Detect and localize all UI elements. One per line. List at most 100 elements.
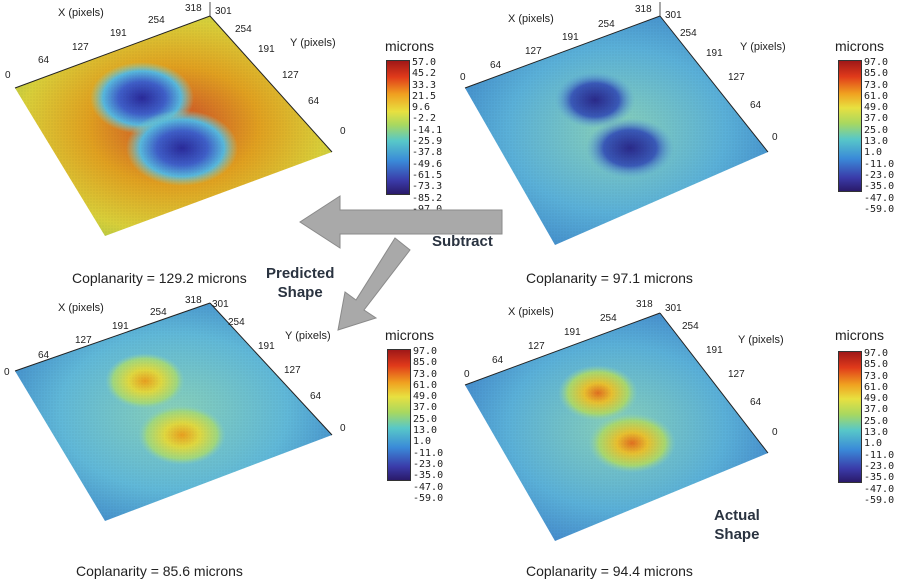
colorbar-ticks: 97.0 85.0 73.0 61.0 49.0 37.0 25.0 13.0 … [413, 346, 443, 504]
y-tick-3: 127 [728, 369, 745, 380]
y-tick-4: 64 [308, 96, 320, 107]
cbar-tick: 37.0 [413, 402, 438, 414]
y-tick-2: 191 [706, 345, 723, 356]
cbar-tick: 73.0 [864, 79, 889, 91]
x-tick-0: 0 [460, 72, 466, 83]
colorbar [838, 60, 862, 192]
x-tick-3: 191 [564, 327, 581, 338]
cbar-tick: 85.0 [413, 357, 438, 369]
panel-bottom-right: 0 64 127 191 254 318 301 254 191 127 64 … [450, 293, 900, 586]
x-tick-2: 127 [528, 341, 545, 352]
x-tick-2: 127 [72, 42, 89, 53]
cbar-tick: 25.0 [413, 413, 438, 425]
cbar-tick: -35.0 [413, 470, 444, 482]
x-tick-5: 318 [635, 4, 652, 15]
cbar-tick: 85.0 [864, 68, 889, 80]
surface-plot-top-right: 0 64 127 191 254 318 301 254 191 127 64 … [460, 2, 786, 245]
x-axis-label: X (pixels) [58, 7, 104, 19]
x-axis-label: X (pixels) [58, 302, 104, 314]
y-axis-label: Y (pixels) [738, 334, 784, 346]
y-tick-4: 64 [310, 391, 322, 402]
surface-plot-bottom-left: 0 64 127 191 254 318 301 254 191 127 64 … [4, 295, 346, 521]
cbar-tick: 13.0 [413, 425, 438, 437]
cbar-tick: 1.0 [413, 436, 432, 448]
y-tick-0: 301 [215, 6, 232, 17]
x-tick-4: 254 [150, 307, 167, 318]
x-tick-0: 0 [5, 70, 11, 81]
coplanarity-caption: Coplanarity = 94.4 microns [526, 563, 693, 579]
cbar-tick: 97.0 [413, 346, 438, 357]
y-tick-0: 301 [665, 303, 682, 314]
x-tick-3: 191 [562, 32, 579, 43]
cbar-tick: -11.0 [864, 449, 895, 461]
y-axis-label: Y (pixels) [290, 37, 336, 49]
y-tick-1: 254 [680, 28, 697, 39]
cbar-tick: -97.0 [412, 203, 443, 215]
cbar-tick: -11.0 [864, 158, 895, 170]
panel-top-left: 0 64 127 191 254 318 301 254 191 127 64 … [0, 0, 450, 293]
cbar-tick: -49.6 [412, 158, 443, 170]
cbar-tick: 13.0 [864, 136, 889, 148]
x-tick-3: 191 [110, 28, 127, 39]
x-tick-0: 0 [464, 369, 470, 380]
y-tick-4: 64 [750, 100, 762, 111]
cbar-tick: -47.0 [413, 481, 444, 493]
cbar-tick: 45.2 [412, 68, 437, 80]
cbar-tick: 37.0 [864, 113, 889, 125]
cbar-tick: 73.0 [864, 370, 889, 382]
x-tick-3: 191 [112, 321, 129, 332]
cbar-tick: 49.0 [413, 391, 438, 403]
colorbar-ticks: 97.0 85.0 73.0 61.0 49.0 37.0 25.0 13.0 … [864, 348, 894, 506]
y-axis-ticks: 301 254 191 127 64 0 [665, 303, 778, 438]
x-tick-4: 254 [148, 15, 165, 26]
y-tick-3: 127 [728, 72, 745, 83]
y-tick-5: 0 [772, 427, 778, 438]
cbar-tick: -37.8 [412, 147, 443, 159]
cbar-tick: -35.0 [864, 181, 895, 193]
y-tick-5: 0 [340, 126, 346, 137]
cbar-tick: 73.0 [413, 368, 438, 380]
y-tick-0: 301 [212, 299, 229, 310]
actual-label-line1: Actual [714, 507, 760, 524]
cbar-tick: 1.0 [864, 147, 883, 159]
cbar-tick: -59.0 [864, 203, 895, 215]
y-axis-label: Y (pixels) [740, 41, 786, 53]
cbar-tick: 37.0 [864, 404, 889, 416]
y-tick-0: 301 [665, 10, 682, 21]
x-tick-0: 0 [4, 367, 10, 378]
x-tick-5: 318 [636, 299, 653, 310]
cbar-tick: 21.5 [412, 90, 437, 102]
cbar-tick: 85.0 [864, 359, 889, 371]
cbar-tick: -47.0 [864, 192, 895, 204]
cbar-tick: 1.0 [864, 438, 883, 450]
cbar-tick: -59.0 [413, 492, 444, 504]
cbar-tick: -23.0 [864, 460, 895, 472]
y-tick-1: 254 [228, 317, 245, 328]
x-tick-1: 64 [38, 55, 50, 66]
y-tick-5: 0 [340, 423, 346, 434]
cbar-tick: -59.0 [864, 494, 895, 506]
cbar-tick: 49.0 [864, 102, 889, 114]
cbar-tick: -23.0 [864, 169, 895, 181]
cbar-tick: -47.0 [864, 483, 895, 495]
cbar-tick: -61.5 [412, 169, 443, 181]
colorbar-title: microns [835, 327, 885, 343]
surface-plot-top-left: 0 64 127 191 254 318 301 254 191 127 64 … [5, 2, 346, 236]
colorbar [386, 60, 410, 195]
cbar-tick: 97.0 [864, 57, 889, 68]
cbar-tick: 9.6 [412, 102, 431, 114]
cbar-tick: 61.0 [864, 90, 889, 102]
cbar-tick: -35.0 [864, 472, 895, 484]
x-axis-label: X (pixels) [508, 13, 554, 25]
cbar-tick: 97.0 [864, 348, 889, 359]
actual-label: Actual Shape [714, 506, 760, 544]
cbar-tick: 25.0 [864, 124, 889, 136]
y-axis-ticks: 301 254 191 127 64 0 [665, 10, 778, 143]
cbar-tick: -14.1 [412, 124, 443, 136]
cbar-tick: -73.3 [412, 181, 443, 193]
x-axis-label: X (pixels) [508, 306, 554, 318]
x-tick-1: 64 [492, 355, 504, 366]
cbar-tick: -11.0 [413, 447, 444, 459]
x-axis-ticks: 0 64 127 191 254 318 [5, 3, 202, 81]
colorbar [387, 349, 411, 481]
